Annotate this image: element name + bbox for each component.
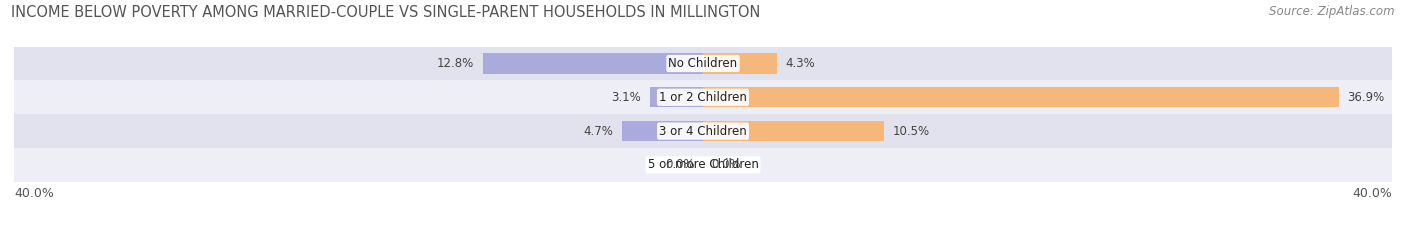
Text: 4.3%: 4.3% xyxy=(786,57,815,70)
Text: 40.0%: 40.0% xyxy=(14,187,53,200)
Text: 1 or 2 Children: 1 or 2 Children xyxy=(659,91,747,104)
Bar xyxy=(14,47,1392,80)
Text: 0.0%: 0.0% xyxy=(665,158,695,171)
Text: 4.7%: 4.7% xyxy=(583,125,613,137)
Text: 3.1%: 3.1% xyxy=(612,91,641,104)
Text: 3 or 4 Children: 3 or 4 Children xyxy=(659,125,747,137)
Text: 0.0%: 0.0% xyxy=(711,158,741,171)
Text: 12.8%: 12.8% xyxy=(437,57,474,70)
Bar xyxy=(621,121,703,141)
Text: 40.0%: 40.0% xyxy=(1353,187,1392,200)
Bar xyxy=(703,121,884,141)
Bar xyxy=(703,87,1339,107)
Text: 36.9%: 36.9% xyxy=(1347,91,1385,104)
Bar xyxy=(482,53,703,74)
Text: INCOME BELOW POVERTY AMONG MARRIED-COUPLE VS SINGLE-PARENT HOUSEHOLDS IN MILLING: INCOME BELOW POVERTY AMONG MARRIED-COUPL… xyxy=(11,5,761,20)
Text: No Children: No Children xyxy=(668,57,738,70)
Bar xyxy=(14,80,1392,114)
Text: 10.5%: 10.5% xyxy=(893,125,929,137)
Text: 5 or more Children: 5 or more Children xyxy=(648,158,758,171)
Bar xyxy=(703,53,778,74)
Bar xyxy=(14,148,1392,182)
Text: Source: ZipAtlas.com: Source: ZipAtlas.com xyxy=(1270,5,1395,18)
Bar xyxy=(650,87,703,107)
Bar xyxy=(14,114,1392,148)
